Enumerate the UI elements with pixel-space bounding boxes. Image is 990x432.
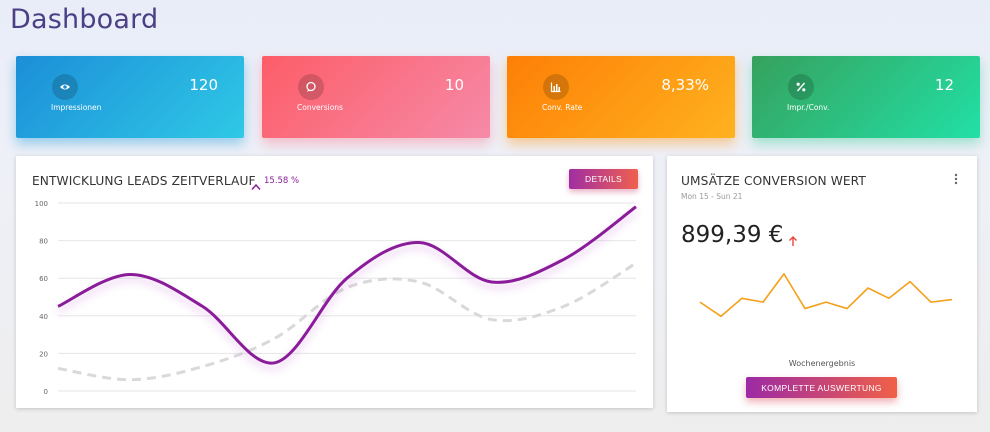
kpi-label: Impr./Conv. bbox=[787, 103, 830, 112]
kpi-card-impr-conv[interactable]: Impr./Conv. 12 bbox=[752, 56, 980, 138]
kpi-value: 10 bbox=[444, 76, 464, 94]
bar-chart-icon bbox=[543, 74, 569, 100]
sales-card: UMSÄTZE CONVERSION WERT Mon 15 - Sun 21 … bbox=[667, 156, 977, 412]
leads-chart-card: ENTWICKLUNG LEADS ZEITVERLAUF 15.58 % DE… bbox=[16, 156, 653, 408]
kpi-label: Conv. Rate bbox=[542, 103, 583, 112]
page-title: Dashboard bbox=[10, 4, 159, 35]
sales-amount: 899,39 € bbox=[681, 222, 784, 248]
sales-chart-label: Wochenergebnis bbox=[788, 359, 856, 368]
sales-series-line bbox=[699, 273, 953, 318]
series-line-2 bbox=[57, 261, 637, 382]
more-vert-icon[interactable] bbox=[952, 171, 960, 185]
full-report-button[interactable]: KOMPLETTE AUSWERTUNG bbox=[746, 377, 897, 398]
leads-card-title: ENTWICKLUNG LEADS ZEITVERLAUF bbox=[32, 174, 256, 188]
kpi-value: 12 bbox=[934, 76, 954, 94]
trend-up-icon bbox=[251, 176, 261, 190]
leads-trend-value: 15.58 % bbox=[264, 176, 300, 186]
kpi-card-conv-rate[interactable]: Conv. Rate 8,33% bbox=[507, 56, 735, 138]
percent-icon bbox=[788, 74, 814, 100]
kpi-card-conversions[interactable]: Conversions 10 bbox=[262, 56, 490, 138]
y-tick-label: 40 bbox=[39, 313, 48, 321]
kpi-label: Conversions bbox=[297, 103, 343, 112]
kpi-label: Impressionen bbox=[51, 103, 102, 112]
y-tick-label: 0 bbox=[44, 388, 48, 396]
sales-sparkline bbox=[699, 273, 953, 318]
leads-line-chart: 0 20 40 60 80 100 bbox=[35, 200, 637, 396]
details-button[interactable]: DETAILS bbox=[569, 169, 638, 189]
kpi-value: 120 bbox=[189, 76, 218, 94]
kpi-card-impressionen[interactable]: Impressionen 120 bbox=[16, 56, 244, 138]
y-tick-label: 80 bbox=[39, 238, 48, 246]
series-line-1 bbox=[57, 205, 637, 365]
sales-card-title: UMSÄTZE CONVERSION WERT bbox=[681, 174, 866, 188]
kpi-value: 8,33% bbox=[661, 76, 709, 94]
y-tick-label: 20 bbox=[39, 350, 48, 358]
y-tick-label: 100 bbox=[35, 200, 48, 208]
y-tick-label: 60 bbox=[39, 275, 48, 283]
chat-bubble-icon bbox=[298, 74, 324, 100]
eye-icon bbox=[52, 74, 78, 100]
sales-date-range: Mon 15 - Sun 21 bbox=[681, 192, 743, 201]
arrow-up-icon bbox=[788, 232, 798, 246]
